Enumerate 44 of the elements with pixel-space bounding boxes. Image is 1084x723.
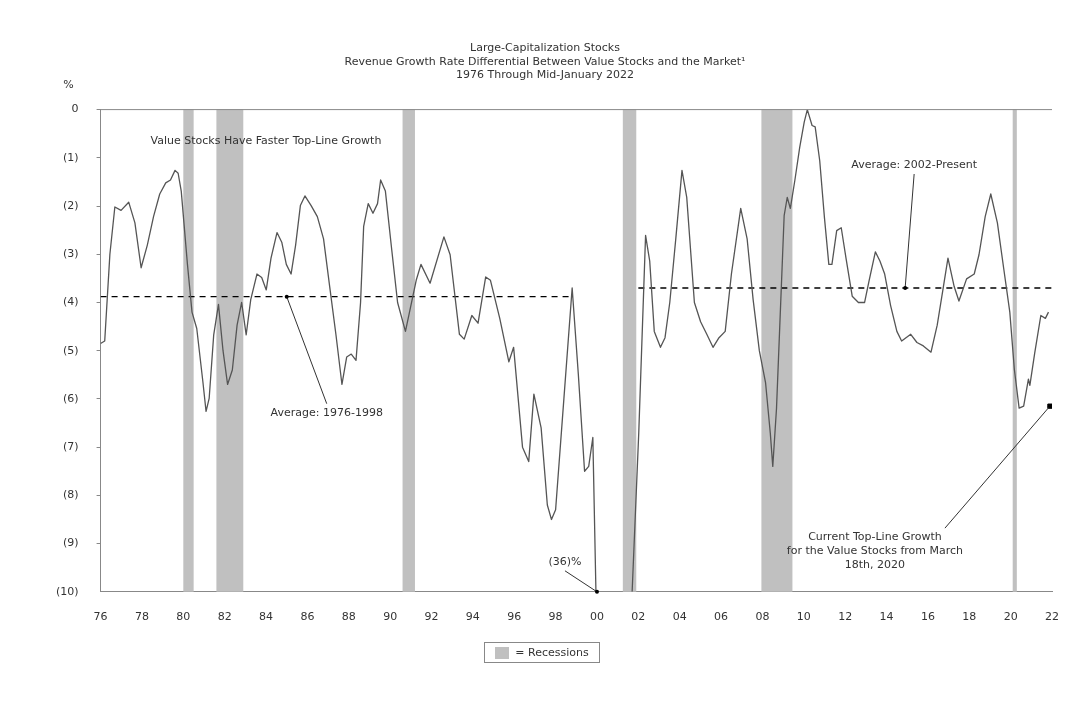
y-tick-label: (6): [62, 391, 79, 405]
annotation: (36)%: [548, 554, 582, 568]
x-tick-label: 92: [424, 610, 439, 624]
x-tick-label: 82: [217, 610, 232, 624]
x-tick-label: 86: [300, 610, 315, 624]
x-tick-label: 02: [631, 610, 646, 624]
x-tick-label: 10: [796, 610, 811, 624]
x-tick-label: 00: [589, 610, 604, 624]
x-tick-label: 12: [838, 610, 853, 624]
annotation: Value Stocks Have Faster Top-Line Growth: [150, 134, 382, 148]
y-tick-label: (8): [62, 488, 79, 502]
annotation: Current Top-Line Growth for the Value Stocks from March 18th, 2020: [786, 530, 964, 572]
y-tick-label: (10): [55, 584, 79, 598]
y-tick-label: (3): [62, 247, 79, 261]
x-tick-label: 06: [714, 610, 729, 624]
x-tick-label: 98: [548, 610, 563, 624]
x-tick-label: 18: [962, 610, 977, 624]
y-tick-label: 0: [71, 102, 79, 116]
x-tick-label: 20: [1003, 610, 1018, 624]
annotation: Average: 2002-Present: [851, 157, 978, 171]
x-tick-label: 04: [672, 610, 687, 624]
x-tick-label: 88: [341, 610, 356, 624]
x-tick-label: 94: [465, 610, 480, 624]
x-tick-label: 90: [383, 610, 398, 624]
x-tick-label: 84: [259, 610, 274, 624]
chart-title: Large-Capitalization Stocks: [470, 41, 621, 55]
x-tick-label: 76: [93, 610, 108, 624]
x-tick-label: 96: [507, 610, 522, 624]
legend-label: = Recessions: [515, 646, 589, 659]
y-tick-label: (5): [62, 343, 79, 357]
y-tick-label: (4): [62, 295, 79, 309]
y-tick-label: (1): [62, 150, 79, 164]
x-tick-label: 14: [879, 610, 894, 624]
x-tick-label: 80: [176, 610, 191, 624]
x-tick-label: 78: [134, 610, 149, 624]
annotation: Average: 1976-1998: [270, 405, 383, 419]
x-tick-label: 16: [920, 610, 935, 624]
y-axis-title: %: [63, 77, 74, 91]
x-tick-label: 08: [755, 610, 770, 624]
y-tick-label: (2): [62, 198, 79, 212]
chart-subtitle: Revenue Growth Rate Differential Between Value Stocks and the Market¹ 1976 Through Mid-January 2022: [344, 54, 746, 81]
y-tick-label: (7): [62, 440, 79, 453]
y-tick-label: (9): [62, 536, 79, 550]
x-tick-label: 22: [1045, 610, 1059, 624]
